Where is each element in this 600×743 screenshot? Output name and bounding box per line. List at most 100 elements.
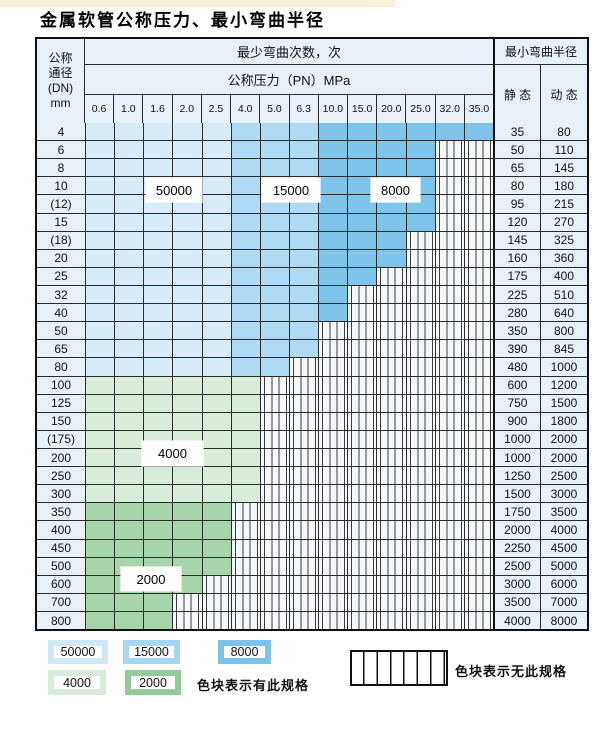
cycle-zone-label: 2000 — [121, 567, 181, 591]
no-spec-cell — [434, 231, 464, 249]
spec-cell — [201, 123, 231, 141]
no-spec-cell — [434, 159, 464, 177]
spec-cell — [143, 285, 173, 304]
spec-cell — [114, 249, 144, 267]
no-spec-cell — [405, 430, 435, 448]
table-row: 40 280 640 — [37, 303, 587, 322]
no-spec-cell — [463, 159, 493, 177]
spec-cell — [405, 141, 435, 159]
spec-cell — [347, 195, 377, 213]
spec-cell — [172, 249, 202, 267]
no-spec-cell — [434, 448, 464, 467]
no-spec-cell — [347, 304, 377, 322]
no-spec-cell — [463, 304, 493, 322]
dynamic-radius-cell: 215 — [539, 195, 587, 213]
no-spec-cell — [434, 467, 464, 485]
no-spec-cell — [288, 575, 319, 593]
no-spec-cell — [318, 430, 348, 448]
no-spec-cell — [201, 575, 231, 593]
spec-cell — [143, 394, 173, 412]
spec-cell — [230, 394, 260, 412]
dn-cell: 20 — [37, 249, 85, 267]
spec-cell — [114, 304, 144, 322]
spec-cell — [288, 159, 319, 177]
dn-cell: 200 — [37, 448, 85, 467]
spec-cell — [376, 141, 406, 159]
dynamic-radius-cell: 325 — [539, 231, 587, 249]
no-spec-cell — [434, 521, 464, 539]
dynamic-radius-cell: 5000 — [539, 557, 587, 575]
table-row: 500 2500 5000 — [37, 556, 587, 575]
page-title: 金属软管公称压力、最小弯曲半径 — [40, 11, 325, 31]
spec-cell — [143, 123, 173, 141]
static-radius-cell: 1000 — [492, 430, 540, 448]
no-spec-cell — [347, 376, 377, 394]
no-spec-cell — [318, 376, 348, 394]
table-row: 300 1500 3000 — [37, 484, 587, 503]
spec-cell — [230, 267, 260, 285]
spec-cell — [172, 376, 202, 394]
spec-cell — [288, 231, 319, 249]
spec-cell — [288, 285, 319, 304]
table-row: 200 1000 2000 — [37, 447, 587, 467]
spec-cell — [318, 213, 348, 231]
no-spec-cell — [347, 340, 377, 358]
legend-swatch: 4000 — [48, 670, 106, 695]
no-spec-cell — [463, 376, 493, 394]
spec-cell — [230, 285, 260, 304]
spec-cell — [318, 267, 348, 285]
no-spec-cell — [463, 485, 493, 503]
spec-cell — [85, 376, 115, 394]
spec-cell — [172, 285, 202, 304]
spec-cell — [230, 322, 260, 340]
spec-cell — [201, 539, 231, 557]
no-spec-cell — [434, 575, 464, 593]
spec-cell — [347, 213, 377, 231]
spec-cell — [259, 123, 289, 141]
no-spec-cell — [463, 593, 493, 611]
spec-cell — [172, 358, 202, 376]
static-radius-cell: 120 — [492, 213, 540, 231]
dn-cell: 150 — [37, 412, 85, 430]
header-dn-line: 公称 — [48, 51, 73, 65]
dynamic-radius-cell: 2500 — [539, 467, 587, 485]
dn-cell: 500 — [37, 557, 85, 575]
spec-cell — [85, 304, 115, 322]
dynamic-radius-cell: 2000 — [539, 448, 587, 467]
pressure-tick: 35.0 — [463, 95, 494, 123]
no-spec-cell — [463, 249, 493, 267]
legend-hatch-swatch — [350, 650, 448, 686]
spec-cell — [85, 340, 115, 358]
no-spec-cell — [434, 285, 464, 304]
spec-cell — [143, 267, 173, 285]
spec-cell — [114, 503, 144, 521]
spec-cell — [85, 593, 115, 611]
dn-cell: 100 — [37, 376, 85, 394]
static-radius-cell: 3500 — [492, 593, 540, 611]
no-spec-cell — [318, 448, 348, 467]
no-spec-cell — [434, 141, 464, 159]
no-spec-cell — [376, 376, 406, 394]
spec-cell — [201, 195, 231, 213]
header-min-bend-radius: 最小弯曲半径 — [493, 39, 587, 65]
table-row: 20 160 360 — [37, 248, 587, 267]
spec-cell — [114, 213, 144, 231]
static-radius-cell: 1000 — [492, 448, 540, 467]
spec-cell — [318, 177, 348, 195]
static-radius-cell: 390 — [492, 340, 540, 358]
dn-cell: 10 — [37, 177, 85, 195]
no-spec-cell — [463, 539, 493, 557]
static-radius-cell: 4000 — [492, 611, 540, 630]
no-spec-cell — [318, 539, 348, 557]
spec-cell — [85, 322, 115, 340]
no-spec-cell — [434, 376, 464, 394]
spec-cell — [172, 412, 202, 430]
spec-cell — [230, 249, 260, 267]
no-spec-cell — [463, 611, 493, 630]
static-radius-cell: 2000 — [492, 521, 540, 539]
static-radius-cell: 3000 — [492, 575, 540, 593]
no-spec-cell — [318, 412, 348, 430]
spec-cell — [230, 231, 260, 249]
table-row: 50 350 800 — [37, 321, 587, 340]
no-spec-cell — [230, 539, 260, 557]
